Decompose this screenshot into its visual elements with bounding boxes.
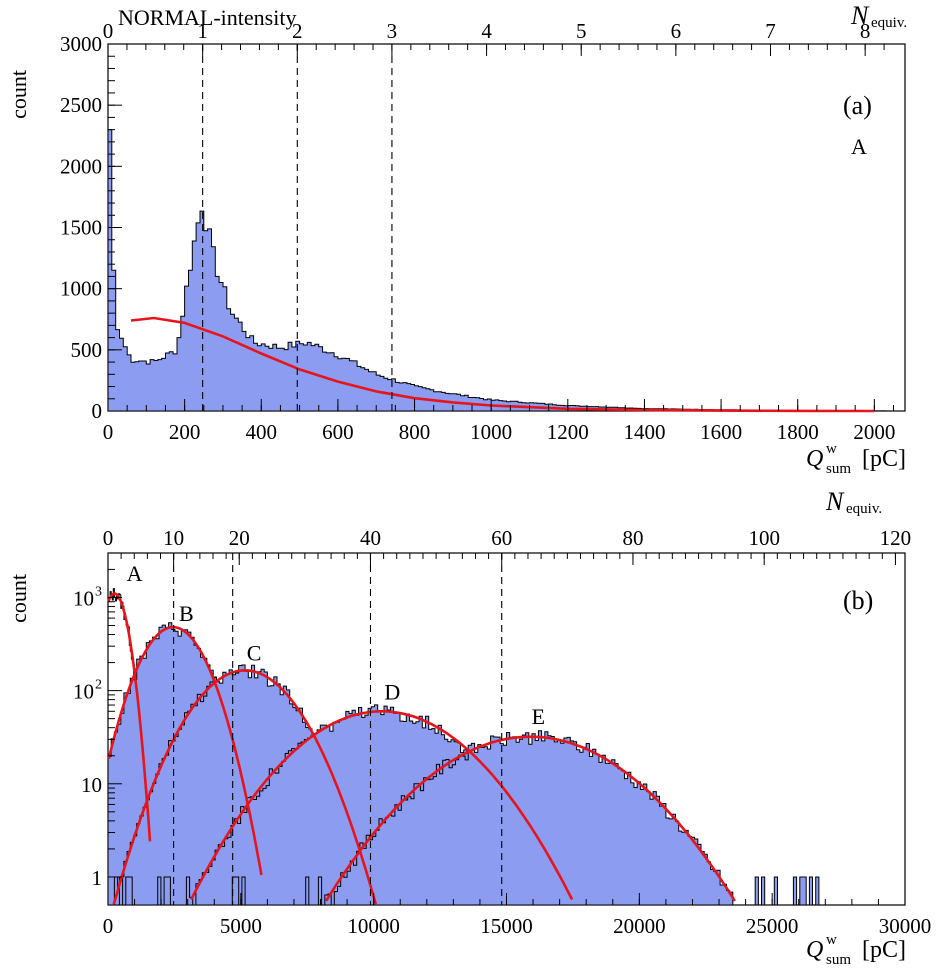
panel-a-ytick-label: 0 (92, 399, 103, 423)
panel-a-xtick-label: 1000 (470, 420, 512, 444)
panel-b-xtick-label: 20000 (613, 914, 666, 938)
panel-b-xlabel-sup: w (826, 932, 837, 948)
panel-a-xlabel-sub: sum (826, 461, 851, 477)
panel-b-xtick-label: 5000 (220, 914, 262, 938)
panel-a-label: (a) (843, 91, 872, 120)
panel-b-series-label-E: E (532, 704, 545, 729)
panel-a-top-axis-label: N equiv. (850, 1, 907, 31)
panel-b-ytick-label: 1 (92, 866, 103, 890)
panel-b-histograms (107, 588, 832, 906)
panel-b-xtick-label: 10000 (347, 914, 400, 938)
panel-a-ticks: 0 200 400 600 800 1000 1200 1400 1600 1800 2000050… (60, 19, 895, 444)
panel-a-xtick-label: 1600 (700, 420, 742, 444)
panel-b-fit-E (324, 735, 736, 902)
panel-b-series-label-B: B (179, 601, 194, 626)
panel-a-xlabel: Q w sum [pC] (806, 441, 906, 477)
panel-a-ytick-label: 1000 (60, 277, 102, 301)
panel-a-histogram-bars (107, 129, 894, 412)
panel-a-ylabel: count (6, 70, 31, 119)
panel-b-toptick-label: 100 (748, 526, 780, 550)
panel-b-label: (b) (843, 586, 873, 615)
panel-a-xtick-label: 800 (399, 420, 431, 444)
panel-b-ytick-label: 10 (81, 773, 102, 797)
panel-b-toptick-label: 40 (360, 526, 381, 550)
panel-b-fit-A (106, 592, 152, 842)
panel-a-xtick-label: 200 (169, 420, 201, 444)
panel-a: 0 200 400 600 800 1000 1200 1400 1600 1800 2000050… (6, 1, 907, 477)
panel-b-toptick-label: 0 (103, 526, 114, 550)
panel-b-fit-C (112, 669, 378, 905)
panel-b-dashed-lines (173, 553, 503, 905)
panel-b-xtick-label: 25000 (746, 914, 799, 938)
panel-a-toptick-label: 8 (860, 19, 871, 43)
panel-a-xtick-label: 600 (322, 420, 354, 444)
panel-b-fits (106, 592, 736, 905)
panel-a-dashed-lines (202, 44, 393, 411)
panel-b-ytick-label: 10 (73, 586, 94, 610)
panel-b-toptick-label: 60 (491, 526, 512, 550)
panel-a-xtick-label: 1400 (623, 420, 665, 444)
panel-a-toptick-label: 6 (671, 19, 682, 43)
panel-a-toptick-label: 4 (481, 19, 492, 43)
panel-a-xlabel-sup: w (826, 441, 837, 457)
panel-b-xlabel-sub: sum (826, 952, 851, 968)
panel-a-title: NORMAL-intensity (118, 5, 296, 30)
panel-a-toptick-label: 5 (576, 19, 587, 43)
panel-a-top-label-sub: equiv. (871, 15, 907, 31)
panel-b-xtick-label: 15000 (480, 914, 533, 938)
panel-b-series-labels: A B C D E (127, 561, 545, 729)
panel-b-histogram-E (229, 730, 832, 906)
panel-a-xtick-label: 2000 (853, 420, 895, 444)
panel-b-fit-B (107, 625, 263, 876)
panel-b-top-axis-label: N equiv. (825, 487, 882, 517)
panel-b-ytick-exp: 3 (95, 584, 102, 599)
panel-b-xlabel-main: Q (806, 937, 823, 963)
panel-b-xtick-label: 30000 (879, 914, 932, 938)
panel-b-series-label-A: A (127, 561, 143, 586)
panel-b-toptick-label: 120 (880, 526, 912, 550)
panel-b-ytick-label: 10 (73, 680, 94, 704)
panel-a-toptick-label: 2 (292, 19, 303, 43)
panel-a-xtick-label: 400 (246, 420, 278, 444)
panel-b-ylabel: count (6, 574, 31, 623)
panel-b-xlabel: Q w sum [pC] (806, 932, 906, 968)
panel-b-top-label-sub: equiv. (846, 501, 882, 517)
panel-a-ytick-label: 1500 (60, 216, 102, 240)
panel-b-series-label-D: D (384, 680, 400, 705)
panel-b-fit-D (190, 710, 574, 901)
panel-a-ytick-label: 3000 (60, 32, 102, 56)
panel-a-toptick-label: 3 (387, 19, 398, 43)
panel-a-ytick-label: 2000 (60, 154, 102, 178)
panel-a-ytick-label: 500 (71, 338, 103, 362)
panel-a-xlabel-main: Q (806, 446, 823, 472)
panel-a-histogram (107, 129, 894, 412)
panel-a-xtick-label: 1200 (547, 420, 589, 444)
panel-a-xtick-label: 0 (103, 420, 114, 444)
panel-b-xtick-label: 0 (103, 914, 114, 938)
panel-b-top-label-main: N (825, 487, 845, 516)
panel-b-series-label-C: C (247, 641, 262, 666)
panel-b-toptick-label: 80 (622, 526, 643, 550)
panel-b-toptick-label: 20 (229, 526, 250, 550)
panel-b-toptick-label: 10 (163, 526, 184, 550)
panel-a-toptick-label: 7 (765, 19, 776, 43)
panel-a-toptick-label: 0 (103, 19, 114, 43)
panel-a-xtick-label: 1800 (777, 420, 819, 444)
panel-b-xlabel-unit: [pC] (862, 937, 906, 963)
panel-a-toptick-label: 1 (197, 19, 208, 43)
panel-b-ytick-exp: 2 (95, 678, 102, 693)
panel-a-ytick-label: 2500 (60, 93, 102, 117)
panel-a-xlabel-unit: [pC] (862, 446, 906, 472)
panel-a-region-label: A (851, 134, 867, 159)
panel-a-top-label-main: N (850, 1, 870, 30)
